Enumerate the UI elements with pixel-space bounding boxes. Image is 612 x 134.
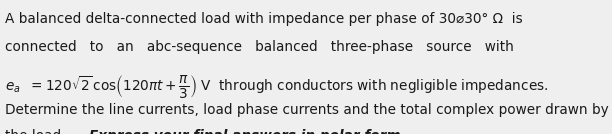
Text: A balanced delta-connected load with impedance per phase of 30⌀30° Ω  is: A balanced delta-connected load with imp… [5,12,523,26]
Text: Determine the line currents, load phase currents and the total complex power dra: Determine the line currents, load phase … [5,103,609,116]
Text: connected   to   an   abc-sequence   balanced   three-phase   source   with: connected to an abc-sequence balanced th… [5,40,513,54]
Text: $e_{a}$  $= 120\sqrt{2}\,\cos\!\left(120\pi t + \dfrac{\pi}{3}\right)$ V  throug: $e_{a}$ $= 120\sqrt{2}\,\cos\!\left(120\… [5,73,548,100]
Text: the load.: the load. [5,129,70,134]
Text: Express your final answers in polar form: Express your final answers in polar form [89,129,400,134]
Text: .: . [491,129,496,134]
